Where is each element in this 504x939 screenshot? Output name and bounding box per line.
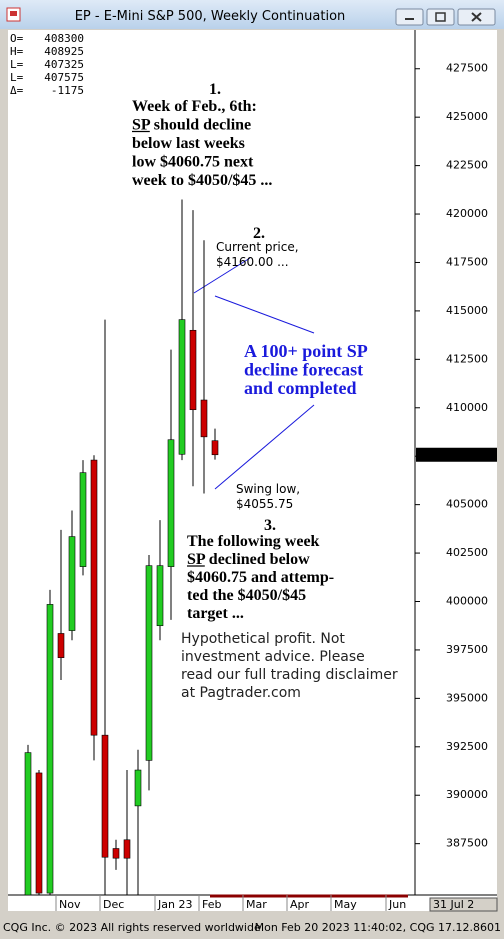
- candle-body: [35, 772, 43, 894]
- step-number: 3.: [264, 517, 276, 534]
- candle-body: [112, 848, 120, 859]
- info-label: Δ=: [10, 84, 24, 97]
- pointer-line: [193, 257, 251, 294]
- info-value: -1175: [51, 84, 84, 97]
- annotation-text: $4160.00 ...: [216, 255, 289, 269]
- info-label: L=: [10, 58, 24, 71]
- x-tick-label: Nov: [59, 898, 81, 911]
- x-tick-label: Apr: [290, 898, 310, 911]
- x-tick-label: Jan 23: [157, 898, 192, 911]
- candle-body: [101, 734, 109, 858]
- y-tick-label: 392500: [446, 740, 488, 753]
- annotation-text: low $4060.75 next: [132, 154, 254, 171]
- minimize-button[interactable]: [395, 8, 424, 26]
- candle-body: [68, 536, 76, 631]
- headline-text: decline forecast: [244, 360, 363, 380]
- pointer-line: [214, 404, 315, 490]
- info-label: O=: [10, 32, 24, 45]
- candle-body: [123, 839, 131, 859]
- y-tick-label: 390000: [446, 788, 488, 801]
- y-tick-label: 422500: [446, 159, 488, 172]
- x-tick-label: Feb: [202, 898, 221, 911]
- annotation-text: ted the $4050/$45: [187, 587, 306, 604]
- footer-left: CQG Inc. © 2023 All rights reserved worl…: [3, 921, 261, 934]
- last-price-label: 407575: [446, 448, 488, 461]
- annotation-text: Current price,: [216, 240, 299, 254]
- info-value: 407575: [44, 71, 84, 84]
- headline-text: and completed: [244, 378, 357, 398]
- candle-body: [200, 399, 208, 438]
- pointer-line: [214, 295, 315, 334]
- annotation-text: $4060.75 and attemp-: [187, 569, 334, 586]
- step-number: 1.: [209, 81, 221, 98]
- app-icon-mark: [10, 11, 17, 16]
- y-tick-label: 415000: [446, 304, 488, 317]
- candle-body: [178, 319, 186, 455]
- y-tick-label: 400000: [446, 595, 488, 608]
- candle-body: [24, 752, 32, 896]
- x-tick-label: Jun: [388, 898, 406, 911]
- annotation-text: Week of Feb., 6th:: [132, 98, 257, 115]
- maximize-button[interactable]: [426, 8, 455, 26]
- candle-body: [90, 459, 98, 736]
- candle-body: [79, 472, 87, 567]
- y-tick-label: 425000: [446, 110, 488, 123]
- y-tick-label: 420000: [446, 207, 488, 220]
- disclaimer-text: read our full trading disclaimer: [181, 667, 398, 683]
- info-label: H=: [10, 45, 24, 58]
- y-tick-label: 405000: [446, 498, 488, 511]
- close-icon: [471, 12, 482, 22]
- y-tick-label: 397500: [446, 643, 488, 656]
- annotation-text: Swing low,: [236, 482, 300, 496]
- annotation-text: $4055.75: [236, 497, 293, 511]
- y-tick-label: 387500: [446, 837, 488, 850]
- candle-body: [156, 565, 164, 627]
- disclaimer-text: investment advice. Please: [181, 649, 365, 665]
- candle-body: [189, 329, 197, 411]
- x-tick-label: May: [334, 898, 357, 911]
- window-title: EP - E-Mini S&P 500, Weekly Continuation: [75, 9, 346, 24]
- x-tick-label: Mar: [246, 898, 267, 911]
- annotation-text: target ...: [187, 605, 244, 622]
- y-tick-label: 402500: [446, 546, 488, 559]
- annotations: O= 408300 H= 408925 L= 407325 L= 407575 Δ= -1175 1…: [10, 32, 398, 701]
- annotation-text: week to $4050/$45 ...: [132, 172, 272, 189]
- candle-body: [167, 439, 175, 567]
- last-price-box: [416, 447, 497, 462]
- disclaimer-text: Hypothetical profit. Not: [181, 631, 345, 647]
- y-tick-label: 417500: [446, 255, 488, 268]
- disclaimer-text: at Pagtrader.com: [181, 685, 301, 701]
- info-value: 408300: [44, 32, 84, 45]
- info-value: 407325: [44, 58, 84, 71]
- candle-body: [145, 565, 153, 761]
- step-number: 2.: [253, 225, 265, 242]
- headline-text: A 100+ point SP: [244, 341, 368, 361]
- maximize-icon: [435, 12, 446, 22]
- annotation-text: below last weeks: [132, 135, 245, 152]
- end-date-label: 31 Jul 2: [433, 898, 474, 911]
- candle-body: [211, 440, 219, 456]
- candle-body: [46, 604, 54, 894]
- candle-body: [57, 633, 65, 658]
- footer-right: Mon Feb 20 2023 11:40:02, CQG 17.12.8601: [255, 921, 501, 934]
- y-tick-label: 412500: [446, 352, 488, 365]
- annotation-text: SP should decline: [132, 117, 251, 134]
- plot: 387500 390000 392500 395000 397500 400000 4025…: [24, 62, 497, 911]
- info-value: 408925: [44, 45, 84, 58]
- end-date-box: [429, 897, 498, 912]
- y-tick-label: 395000: [446, 691, 488, 704]
- y-tick-label: 410000: [446, 401, 488, 414]
- x-tick-label: Dec: [103, 898, 124, 911]
- annotation-text: SP declined below: [187, 551, 310, 568]
- candle-body: [134, 769, 142, 807]
- y-tick-label: 427500: [446, 62, 488, 75]
- annotation-text: The following week: [187, 533, 320, 550]
- info-label: L=: [10, 71, 24, 84]
